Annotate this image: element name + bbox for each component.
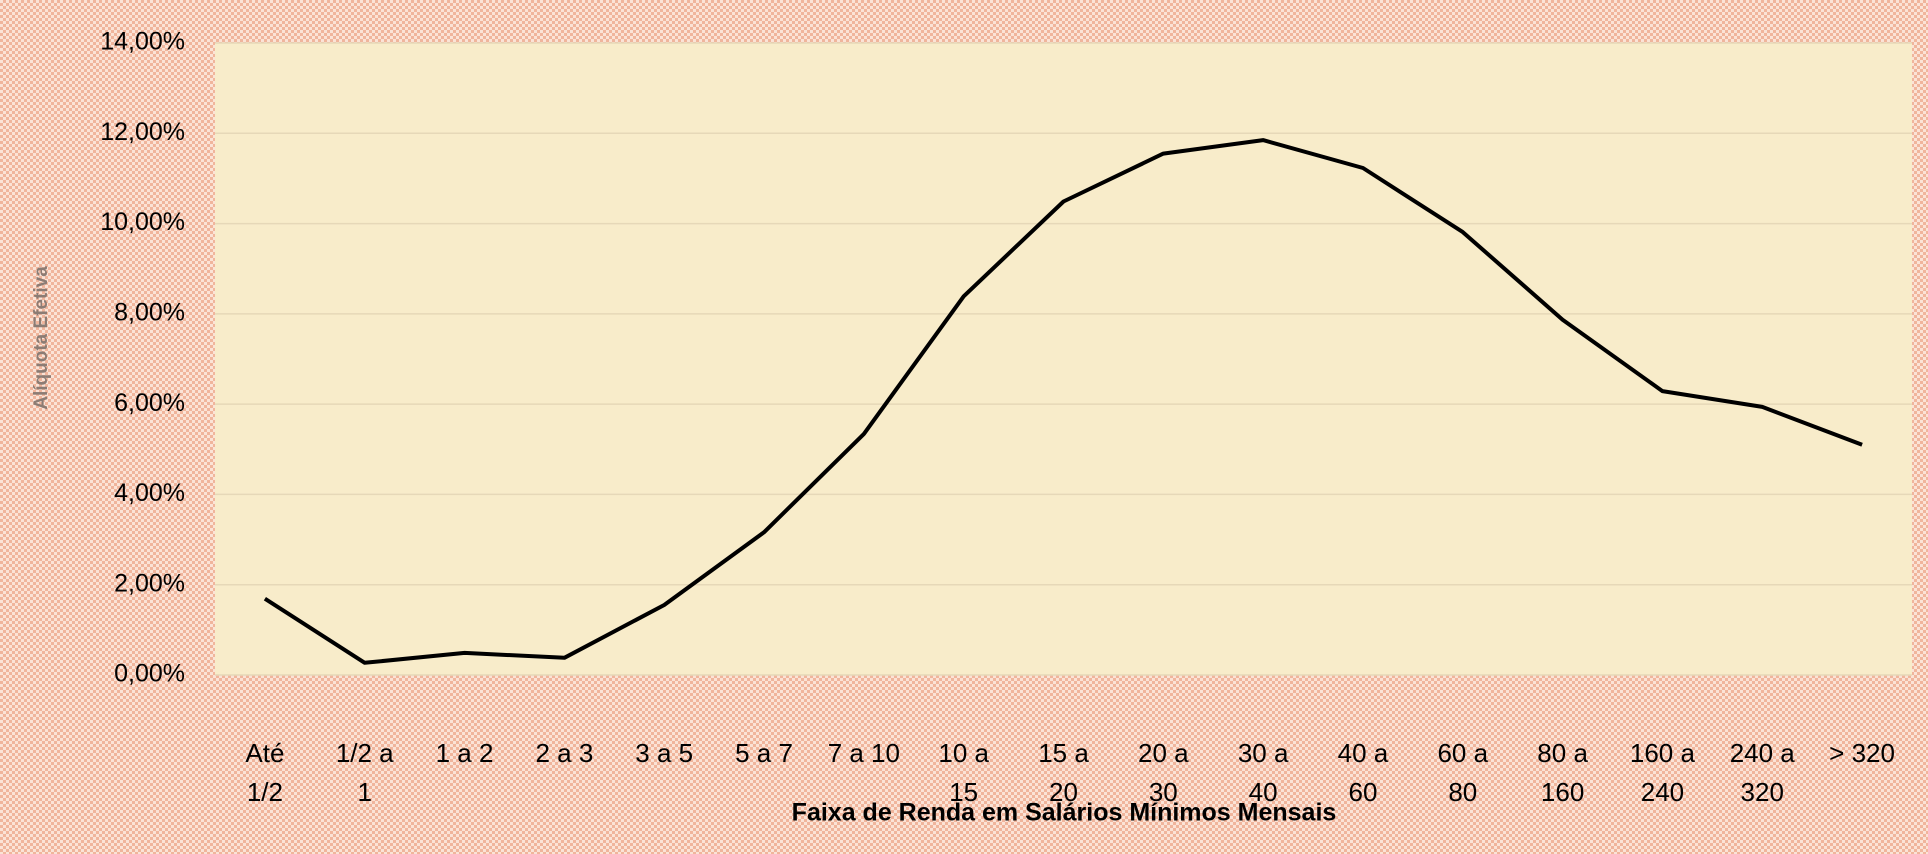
y-tick-label: 12,00% <box>100 118 185 146</box>
x-tick-label: 240 a 320 <box>1729 738 1795 807</box>
x-tick-label: 40 a 60 <box>1337 738 1389 807</box>
x-axis-title: Faixa de Renda em Salários Mínimos Mensa… <box>792 799 1337 827</box>
x-tick-label: 5 a 7 <box>735 738 793 768</box>
x-tick-label: 1 a 2 <box>435 738 494 768</box>
x-tick-label: 3 a 5 <box>635 738 694 768</box>
x-tick-label: 10 a 15 <box>938 738 989 807</box>
x-tick-label: 15 a 20 <box>1038 738 1089 807</box>
x-tick-label: 20 a 30 <box>1138 738 1189 807</box>
y-tick-label: 4,00% <box>114 479 185 507</box>
line-series <box>263 138 1863 665</box>
x-tick-label: 60 a 80 <box>1437 738 1489 807</box>
y-tick-label: 8,00% <box>114 298 185 326</box>
x-tick-label: > 320 <box>1829 738 1895 768</box>
x-tick-label: 7 a 10 <box>827 738 900 768</box>
plot-area <box>215 43 1912 675</box>
y-tick-label: 2,00% <box>114 569 185 597</box>
x-tick-label: 1/2 a 1 <box>335 738 394 807</box>
x-tick-label: 80 a 160 <box>1537 738 1588 807</box>
y-axis-title: Alíquota Efetiva <box>31 266 52 410</box>
x-tick-label: Até 1/2 <box>245 738 285 807</box>
x-tick-label: 2 a 3 <box>535 738 594 768</box>
y-tick-label: 6,00% <box>114 389 185 417</box>
y-tick-label: 10,00% <box>100 208 185 236</box>
x-tick-label: 30 a 40 <box>1237 738 1289 807</box>
x-tick-label: 160 a 240 <box>1629 738 1695 807</box>
y-tick-label: 0,00% <box>114 660 185 688</box>
y-tick-label: 14,00% <box>100 28 185 56</box>
